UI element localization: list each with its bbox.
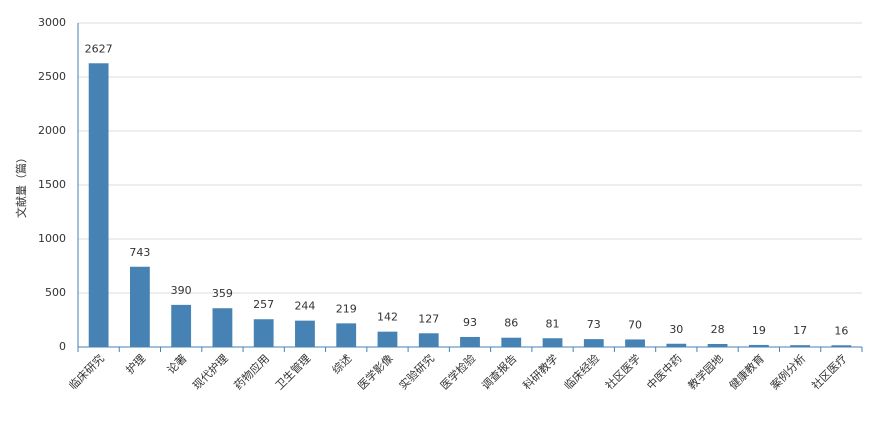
bar [707, 343, 728, 347]
data-label: 743 [129, 246, 150, 259]
data-label: 93 [463, 316, 477, 329]
data-label: 81 [546, 317, 560, 330]
bar [583, 339, 604, 347]
y-tick-label: 500 [45, 286, 66, 299]
bar [212, 308, 233, 347]
x-tick-label: 综述 [329, 351, 354, 376]
x-tick-label: 论著 [164, 351, 189, 376]
bar [377, 331, 398, 347]
x-tick-label: 实验研究 [396, 351, 437, 392]
x-tick-label: 现代护理 [190, 351, 231, 392]
x-tick-label: 调查报告 [478, 351, 519, 392]
data-label: 219 [336, 302, 357, 315]
x-tick-label: 科研教学 [520, 351, 561, 392]
x-tick-label: 医学影像 [355, 351, 396, 392]
data-label: 244 [294, 300, 315, 313]
bar [501, 337, 522, 347]
data-label: 2627 [85, 42, 113, 55]
y-tick-label: 1500 [38, 178, 66, 191]
x-tick-label: 临床研究 [66, 351, 107, 392]
x-tick-label: 案例分析 [767, 351, 808, 392]
bar [129, 266, 150, 347]
bar [336, 323, 357, 347]
bar [460, 336, 480, 347]
data-label: 16 [834, 324, 848, 337]
data-label: 30 [669, 323, 683, 336]
data-label: 86 [504, 317, 518, 330]
bar [831, 345, 852, 347]
data-label: 70 [628, 318, 642, 331]
x-tick-label: 医学检验 [437, 351, 478, 392]
data-label: 359 [212, 287, 233, 300]
data-label: 257 [253, 298, 274, 311]
x-tick-label: 社区医疗 [809, 351, 850, 392]
x-tick-label: 临床经验 [561, 351, 602, 392]
data-label: 19 [752, 324, 766, 337]
bar [790, 345, 811, 347]
y-tick-label: 0 [59, 340, 66, 353]
data-label: 73 [587, 318, 601, 331]
x-tick-label: 药物应用 [231, 351, 272, 392]
data-label: 127 [418, 312, 439, 325]
bar [253, 319, 274, 347]
bar [88, 63, 109, 348]
bar [666, 343, 687, 347]
bar [748, 344, 769, 347]
data-label: 17 [793, 324, 807, 337]
x-tick-label: 教学园地 [685, 351, 726, 392]
x-tick-label: 卫生管理 [272, 351, 313, 392]
data-label: 28 [711, 323, 725, 336]
data-label: 142 [377, 311, 398, 324]
bar [295, 320, 315, 347]
data-label: 390 [171, 284, 192, 297]
x-tick-label: 护理 [123, 351, 148, 376]
y-tick-label: 3000 [38, 16, 66, 29]
x-tick-label: 中医中药 [644, 352, 684, 392]
bar [625, 339, 645, 347]
bar [171, 304, 192, 347]
y-tick-label: 2000 [38, 124, 66, 137]
x-tick-label: 健康教育 [726, 351, 767, 392]
bar [418, 333, 439, 347]
y-tick-label: 2500 [38, 70, 66, 83]
x-tick-label: 社区医学 [602, 351, 643, 392]
bar [542, 338, 563, 347]
y-tick-label: 1000 [38, 232, 66, 245]
y-axis-label: 文献量（篇） [14, 152, 28, 218]
